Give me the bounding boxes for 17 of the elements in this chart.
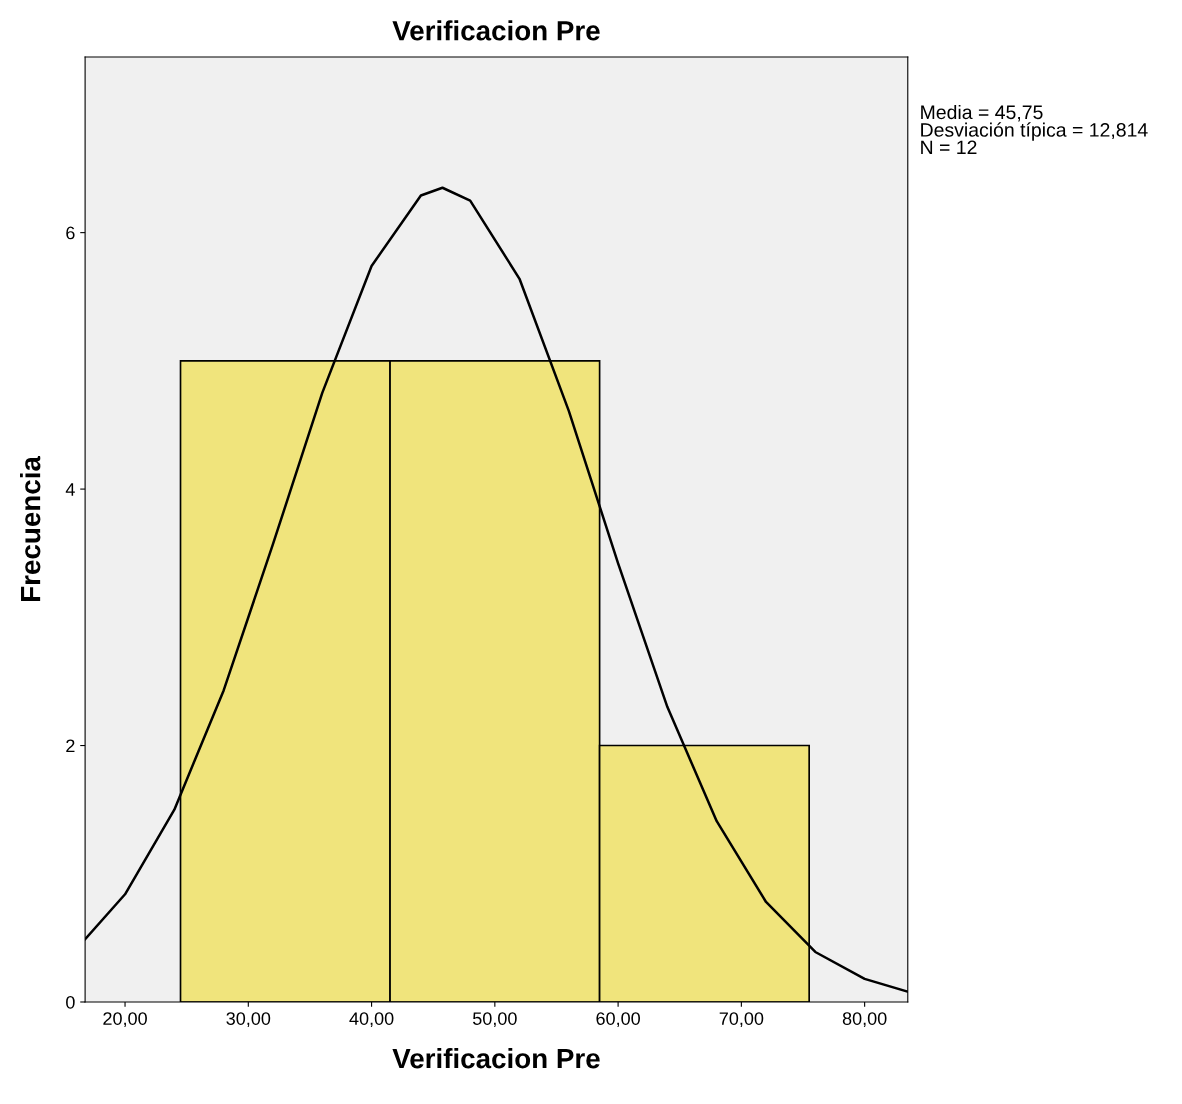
y-tick-label: 2 (66, 739, 75, 753)
x-tick-label: 30,00 (226, 1012, 271, 1028)
x-tick-label: 20,00 (103, 1012, 147, 1028)
x-axis-title: Verificacion Pre (392, 1047, 600, 1069)
x-tick-label: 80,00 (842, 1012, 887, 1028)
x-tick-label: 40,00 (349, 1012, 394, 1028)
y-tick-label: 0 (66, 995, 75, 1009)
y-axis-title: Frecuencia (20, 455, 41, 601)
y-tick-label: 6 (66, 226, 75, 240)
chart-title: Verificacion Pre (392, 20, 600, 41)
y-tick-label: 4 (65, 483, 75, 496)
text: Desviación típica = 12,814 (921, 122, 1148, 141)
text: Media = 45,75 (921, 104, 1043, 122)
x-tick-label: 60,00 (596, 1012, 640, 1028)
text: N = 12 (921, 140, 977, 155)
x-tick-label: 50,00 (472, 1012, 517, 1028)
x-tick-label: 70,00 (719, 1012, 764, 1028)
